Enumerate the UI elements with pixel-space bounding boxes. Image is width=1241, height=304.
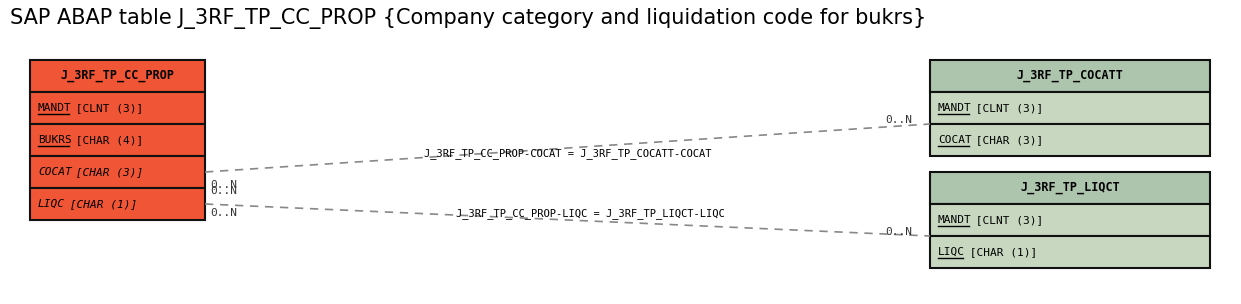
Text: MANDT: MANDT xyxy=(38,103,72,113)
Text: J_3RF_TP_CC_PROP-COCAT = J_3RF_TP_COCATT-COCAT: J_3RF_TP_CC_PROP-COCAT = J_3RF_TP_COCATT… xyxy=(423,149,711,160)
Bar xyxy=(30,60,205,92)
Text: [CHAR (3)]: [CHAR (3)] xyxy=(969,135,1044,145)
Bar xyxy=(930,92,1210,124)
Bar xyxy=(930,172,1210,204)
Bar xyxy=(30,188,205,220)
Text: 0..N: 0..N xyxy=(210,186,237,196)
Text: [CHAR (1)]: [CHAR (1)] xyxy=(63,199,137,209)
Bar xyxy=(930,124,1210,156)
Text: J_3RF_TP_CC_PROP-LIQC = J_3RF_TP_LIQCT-LIQC: J_3RF_TP_CC_PROP-LIQC = J_3RF_TP_LIQCT-L… xyxy=(457,209,725,219)
Text: [CLNT (3)]: [CLNT (3)] xyxy=(969,103,1044,113)
Bar xyxy=(30,124,205,156)
Text: BUKRS: BUKRS xyxy=(38,135,72,145)
Text: 0..N: 0..N xyxy=(885,227,912,237)
Bar xyxy=(30,156,205,188)
Text: MANDT: MANDT xyxy=(938,103,972,113)
Text: [CHAR (4)]: [CHAR (4)] xyxy=(69,135,143,145)
Bar xyxy=(930,236,1210,268)
Text: J_3RF_TP_CC_PROP: J_3RF_TP_CC_PROP xyxy=(61,70,175,82)
Text: MANDT: MANDT xyxy=(938,215,972,225)
Text: [CLNT (3)]: [CLNT (3)] xyxy=(69,103,143,113)
Bar xyxy=(30,92,205,124)
Text: COCAT: COCAT xyxy=(38,167,72,177)
Text: [CHAR (1)]: [CHAR (1)] xyxy=(963,247,1037,257)
Text: J_3RF_TP_COCATT: J_3RF_TP_COCATT xyxy=(1016,70,1123,82)
Text: 0..N: 0..N xyxy=(210,180,237,190)
Text: [CHAR (3)]: [CHAR (3)] xyxy=(69,167,143,177)
Text: LIQC: LIQC xyxy=(938,247,965,257)
Bar xyxy=(930,204,1210,236)
Text: COCAT: COCAT xyxy=(938,135,972,145)
Text: [CLNT (3)]: [CLNT (3)] xyxy=(969,215,1044,225)
Text: LIQC: LIQC xyxy=(38,199,65,209)
Text: 0..N: 0..N xyxy=(885,115,912,125)
Text: 0..N: 0..N xyxy=(210,208,237,218)
Text: J_3RF_TP_LIQCT: J_3RF_TP_LIQCT xyxy=(1020,181,1119,195)
Text: SAP ABAP table J_3RF_TP_CC_PROP {Company category and liquidation code for bukrs: SAP ABAP table J_3RF_TP_CC_PROP {Company… xyxy=(10,8,926,29)
Bar xyxy=(930,60,1210,92)
